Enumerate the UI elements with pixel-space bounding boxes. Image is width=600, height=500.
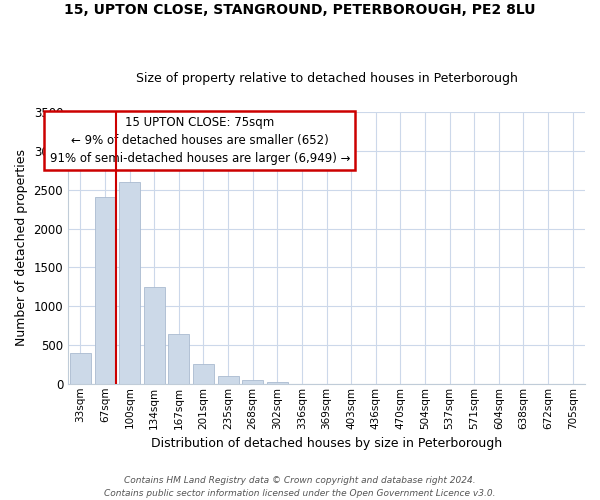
Bar xyxy=(242,380,263,384)
Bar xyxy=(70,352,91,384)
Bar xyxy=(144,286,164,384)
Text: 15, UPTON CLOSE, STANGROUND, PETERBOROUGH, PE2 8LU: 15, UPTON CLOSE, STANGROUND, PETERBOROUG… xyxy=(64,2,536,16)
Bar xyxy=(267,382,288,384)
X-axis label: Distribution of detached houses by size in Peterborough: Distribution of detached houses by size … xyxy=(151,437,502,450)
Bar xyxy=(193,364,214,384)
Text: Contains HM Land Registry data © Crown copyright and database right 2024.
Contai: Contains HM Land Registry data © Crown c… xyxy=(104,476,496,498)
Bar xyxy=(95,198,115,384)
Text: 15 UPTON CLOSE: 75sqm
← 9% of detached houses are smaller (652)
91% of semi-deta: 15 UPTON CLOSE: 75sqm ← 9% of detached h… xyxy=(50,116,350,165)
Bar xyxy=(218,376,239,384)
Title: Size of property relative to detached houses in Peterborough: Size of property relative to detached ho… xyxy=(136,72,517,85)
Bar xyxy=(119,182,140,384)
Y-axis label: Number of detached properties: Number of detached properties xyxy=(15,150,28,346)
Bar xyxy=(169,334,189,384)
